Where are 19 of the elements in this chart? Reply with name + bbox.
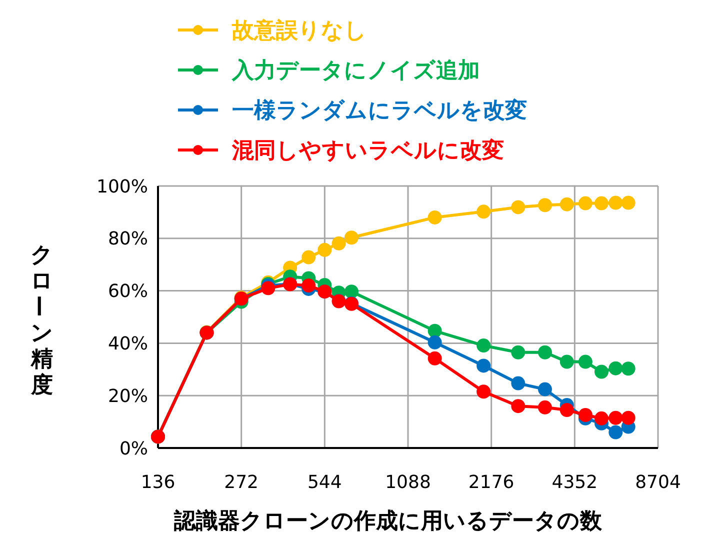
y-tick-label: 60% [108, 281, 148, 302]
x-tick-label: 8704 [635, 472, 681, 493]
x-tick-label: 4352 [552, 472, 598, 493]
x-tick-label: 1088 [385, 472, 431, 493]
legend-label: 入力データにノイズ追加 [231, 58, 480, 84]
x-tick-label: 2176 [468, 472, 514, 493]
legend-label: 故意誤りなし [231, 18, 367, 44]
x-axis-title: 認識器クローンの作成に用いるデータの数 [173, 509, 603, 534]
x-tick-label: 136 [140, 472, 176, 493]
y-tick-label: 100% [96, 176, 148, 198]
y-tick-label: 80% [108, 228, 148, 250]
x-tick-label: 272 [224, 472, 259, 493]
legend-label: 混同しやすいラベルに改変 [231, 138, 504, 164]
y-axis-title: クローン精度 [25, 243, 54, 398]
x-tick-label: 544 [307, 472, 342, 493]
y-tick-label: 20% [108, 386, 148, 407]
y-tick-label: 40% [108, 334, 148, 354]
legend-label: 一様ランダムにラベルを改変 [232, 98, 527, 124]
y-tick-label: 0% [119, 438, 148, 460]
